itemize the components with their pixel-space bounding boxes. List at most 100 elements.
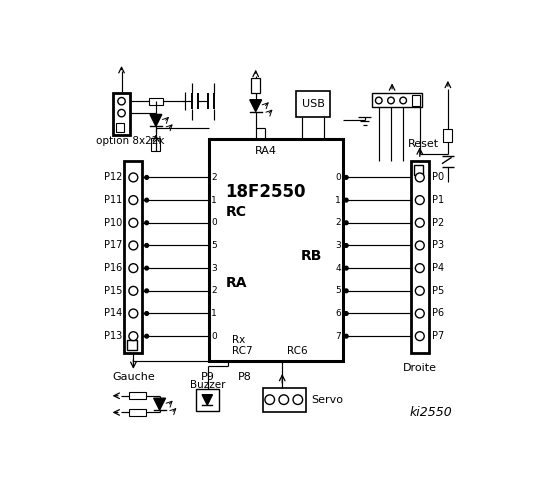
Text: RA4: RA4: [254, 146, 276, 156]
Bar: [444, 129, 452, 142]
Text: Rx: Rx: [232, 336, 245, 345]
Text: 2: 2: [336, 218, 341, 228]
Bar: [129, 392, 145, 399]
Text: Reset: Reset: [408, 140, 440, 149]
Text: P11: P11: [105, 195, 123, 205]
Circle shape: [145, 335, 149, 338]
Text: 5: 5: [335, 286, 341, 295]
Circle shape: [345, 221, 348, 225]
Text: P13: P13: [105, 331, 123, 341]
Circle shape: [118, 97, 125, 105]
Circle shape: [345, 312, 348, 315]
Circle shape: [145, 244, 149, 247]
Bar: [149, 97, 163, 105]
Circle shape: [129, 287, 138, 295]
Text: 4: 4: [336, 264, 341, 273]
Circle shape: [129, 196, 138, 204]
Circle shape: [279, 395, 289, 405]
Text: RC: RC: [226, 205, 247, 219]
Bar: [411, 95, 420, 107]
Circle shape: [345, 266, 348, 270]
Text: 0: 0: [335, 173, 341, 182]
Circle shape: [345, 335, 348, 338]
Bar: [414, 165, 424, 175]
Text: RB: RB: [301, 250, 322, 264]
Text: P8: P8: [238, 372, 252, 382]
Text: 1: 1: [211, 196, 217, 204]
Bar: [124, 161, 142, 353]
Circle shape: [129, 218, 138, 227]
Circle shape: [145, 312, 149, 315]
Text: P10: P10: [105, 218, 123, 228]
Circle shape: [118, 109, 125, 117]
Bar: [152, 138, 160, 152]
Bar: [196, 389, 219, 410]
Circle shape: [145, 221, 149, 225]
Circle shape: [145, 176, 149, 179]
Circle shape: [145, 198, 149, 202]
Text: 2: 2: [211, 286, 217, 295]
Text: option 8x22k: option 8x22k: [96, 136, 164, 146]
Text: Buzzer: Buzzer: [190, 380, 226, 390]
Bar: [372, 94, 422, 108]
Bar: [251, 78, 260, 93]
Circle shape: [293, 395, 302, 405]
Text: RC7: RC7: [232, 347, 252, 357]
Circle shape: [400, 97, 406, 104]
Text: 3: 3: [335, 241, 341, 250]
Text: Gauche: Gauche: [112, 372, 155, 382]
Polygon shape: [250, 100, 262, 111]
Text: P1: P1: [432, 195, 444, 205]
Circle shape: [375, 97, 382, 104]
Text: P0: P0: [432, 172, 444, 182]
Text: P5: P5: [432, 286, 444, 296]
Bar: [210, 139, 342, 360]
Text: 1: 1: [211, 309, 217, 318]
Circle shape: [129, 264, 138, 273]
Circle shape: [415, 287, 424, 295]
Text: P6: P6: [432, 309, 444, 319]
Text: P16: P16: [105, 263, 123, 273]
Circle shape: [388, 97, 394, 104]
Text: P9: P9: [201, 372, 215, 382]
Circle shape: [129, 309, 138, 318]
Text: 1: 1: [335, 196, 341, 204]
Polygon shape: [202, 395, 212, 405]
Circle shape: [345, 198, 348, 202]
Text: USB: USB: [301, 99, 325, 109]
Text: P12: P12: [105, 172, 123, 182]
Text: P15: P15: [105, 286, 123, 296]
Text: 5: 5: [211, 241, 217, 250]
Bar: [116, 123, 124, 132]
Text: 3: 3: [211, 264, 217, 273]
Circle shape: [129, 173, 138, 182]
Text: 6: 6: [335, 309, 341, 318]
Text: P3: P3: [432, 240, 444, 251]
Text: 0: 0: [211, 332, 217, 341]
Text: 18F2550: 18F2550: [225, 183, 306, 201]
Circle shape: [415, 309, 424, 318]
Bar: [113, 93, 131, 135]
Circle shape: [345, 244, 348, 247]
Bar: [129, 409, 145, 416]
Circle shape: [265, 395, 274, 405]
Circle shape: [415, 173, 424, 182]
Circle shape: [345, 176, 348, 179]
Text: Droite: Droite: [403, 363, 437, 373]
Circle shape: [129, 241, 138, 250]
Text: 7: 7: [335, 332, 341, 341]
Text: ki2550: ki2550: [410, 406, 452, 419]
Text: P4: P4: [432, 263, 444, 273]
Circle shape: [345, 289, 348, 293]
Bar: [411, 161, 429, 353]
Text: 2: 2: [211, 173, 217, 182]
Circle shape: [415, 264, 424, 273]
Circle shape: [145, 289, 149, 293]
Text: RC6: RC6: [286, 347, 307, 357]
Circle shape: [145, 266, 149, 270]
Text: P17: P17: [105, 240, 123, 251]
Text: P14: P14: [105, 309, 123, 319]
Bar: [127, 340, 137, 350]
Circle shape: [415, 332, 424, 341]
Circle shape: [129, 332, 138, 341]
